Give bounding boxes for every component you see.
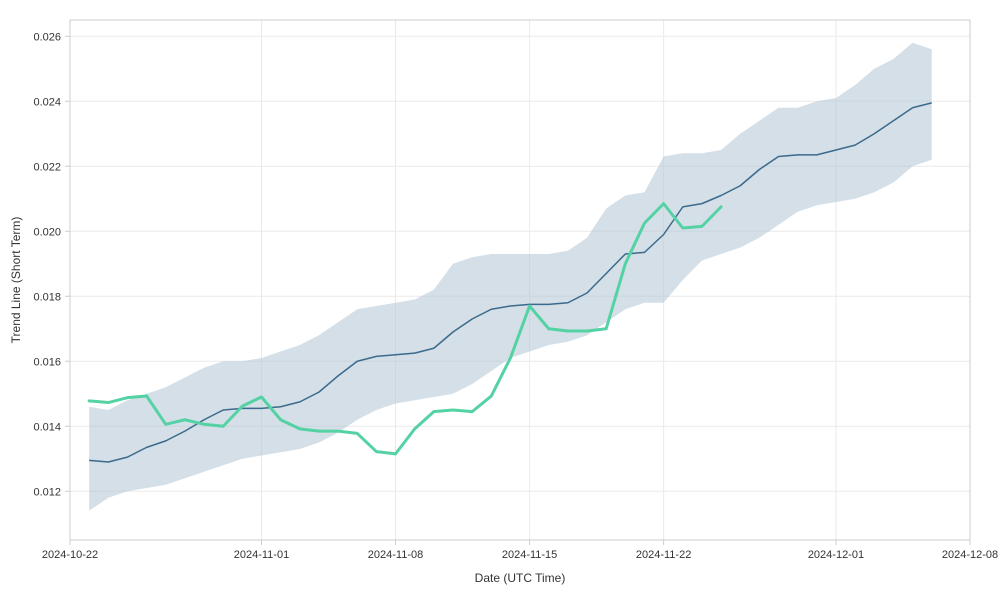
y-tick-label: 0.026 [33, 31, 61, 43]
y-tick-label: 0.020 [33, 226, 61, 238]
x-tick-label: 2024-11-15 [502, 549, 557, 561]
x-tick-label: 2024-12-08 [942, 549, 998, 561]
x-tick-label: 2024-10-22 [42, 549, 98, 561]
x-tick-label: 2024-12-01 [808, 549, 864, 561]
y-axis-label: Trend Line (Short Term) [9, 217, 23, 344]
trend-chart: 0.012 0.014 0.016 0.018 0.020 0.022 0.024 0.026… [0, 0, 1000, 600]
chart-svg: 0.012 0.014 0.016 0.018 0.020 0.022 0.024 0.026… [0, 0, 1000, 600]
y-tick-label: 0.016 [33, 356, 61, 368]
x-tick-label: 2024-11-08 [368, 549, 423, 561]
x-axis-label: Date (UTC Time) [475, 571, 566, 585]
y-tick-label: 0.012 [33, 486, 61, 498]
x-tick-label: 2024-11-22 [636, 549, 691, 561]
y-tick-label: 0.022 [33, 161, 61, 173]
y-tick-label: 0.014 [33, 421, 61, 433]
x-tick-label: 2024-11-01 [234, 549, 289, 561]
y-tick-label: 0.018 [33, 291, 61, 303]
y-tick-label: 0.024 [33, 96, 61, 108]
